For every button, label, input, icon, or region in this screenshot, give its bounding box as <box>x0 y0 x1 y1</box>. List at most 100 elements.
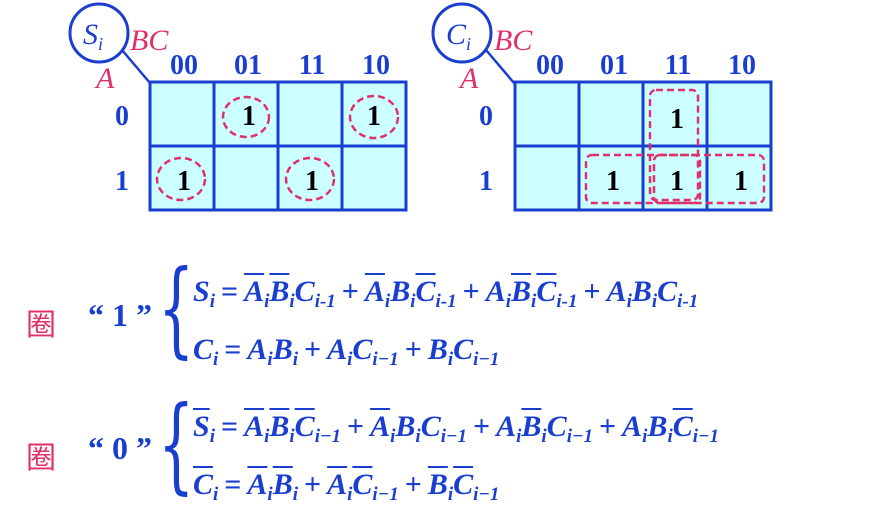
product-term: AiBiCi−1 <box>496 410 594 447</box>
variable: Ai <box>606 275 632 312</box>
plus-sign: + <box>304 468 322 501</box>
variable: Bi <box>511 275 537 312</box>
kmap-ci-loop <box>652 153 766 205</box>
variable: Ci−1 <box>352 468 399 505</box>
kmap-si-cell: 1 <box>177 166 191 197</box>
group-zeros-brace: { <box>158 383 195 505</box>
kmap-ci-loops <box>584 88 766 205</box>
kmap-si-col-label: 00 <box>170 50 198 81</box>
kmap-ci-grid <box>513 80 773 212</box>
kmap-si-row-var: A <box>94 62 115 95</box>
product-term: AiBiCi−1 <box>244 410 341 447</box>
equals-sign: = <box>220 275 239 308</box>
variable: Ci <box>193 468 219 505</box>
equals-sign: = <box>220 410 239 443</box>
kmap-ci-row-label: 1 <box>479 166 493 197</box>
kmap-ci-loop <box>584 153 702 205</box>
product-term: AiCi−1 <box>327 333 399 370</box>
variable: Bi <box>647 410 673 447</box>
variable: Ci−1 <box>453 333 500 370</box>
product-term: AiBiCi-1 <box>486 275 578 312</box>
variable: Ci-1 <box>294 275 336 312</box>
group-ones-label: 圈 <box>26 308 56 343</box>
variable: Ai <box>364 275 391 312</box>
product-term: AiBiCi−1 <box>622 410 719 447</box>
equation-si: Si = AiBiCi-1 + AiBiCi-1 + AiBiCi-1 + AiBiCi-1 <box>193 275 698 312</box>
kmap-ci-cell: 1 <box>606 166 620 197</box>
variable: Ci−1 <box>546 410 594 447</box>
variable: Ci−1 <box>453 468 500 505</box>
equation-rhs: AiBi + AiCi−1 + BiCi−1 <box>247 333 500 370</box>
product-term: BiCi−1 <box>428 468 500 505</box>
kmap-ci-col-var: BC <box>494 24 533 57</box>
variable: Ai <box>496 410 522 447</box>
variable: Ai <box>327 468 353 505</box>
variable: Ai <box>244 410 270 447</box>
variable: Ci−1 <box>352 333 399 370</box>
plus-sign: + <box>346 410 365 443</box>
kmap-si-cell: 1 <box>305 166 319 197</box>
variable: Bi <box>395 410 421 447</box>
variable: Ci-1 <box>415 275 457 312</box>
variable: Ai <box>622 410 648 447</box>
kmap-si-row-label: 1 <box>115 166 129 197</box>
equation-rhs: AiBiCi-1 + AiBiCi-1 + AiBiCi-1 + AiBiCi-1 <box>244 275 698 312</box>
kmap-si-loop <box>155 156 207 202</box>
plus-sign: + <box>304 333 322 366</box>
equals-sign: = <box>224 333 242 366</box>
kmap-ci-col-label: 01 <box>600 50 628 81</box>
kmap-si-output-label: Si <box>83 18 103 54</box>
kmap-si: Si BC A 00 01 11 10 0 1 1 <box>68 2 408 212</box>
variable: Ai <box>244 275 270 312</box>
kmap-si-output-circle <box>68 2 130 64</box>
kmap-ci: Ci BC A 00 01 11 10 0 1 1 <box>431 2 773 212</box>
variable: Ci-1 <box>536 275 578 312</box>
group-zeros-quote: “ 0 ” <box>88 430 152 466</box>
kmap-ci-cell: 1 <box>670 166 684 197</box>
variable: Bi <box>427 333 454 370</box>
kmap-ci-row-var: A <box>458 62 479 95</box>
equals-sign: = <box>224 468 242 501</box>
plus-sign: + <box>404 468 422 501</box>
equation-si-bar: Si = AiBiCi−1 + AiBiCi−1 + AiBiCi−1 + AiBiCi−1 <box>193 410 719 447</box>
kmap-si-loop <box>284 156 336 202</box>
kmap-ci-cells: 1 1 1 1 <box>606 104 748 197</box>
variable: Ai <box>370 410 396 447</box>
group-zeros-label: 圈 <box>26 441 56 476</box>
kmap-si-cells: 1 1 1 1 <box>177 101 381 197</box>
variable: Ai <box>247 468 273 505</box>
variable: Bi <box>272 333 298 370</box>
equation-ci-bar: Ci = AiBi + AiCi−1 + BiCi−1 <box>193 468 500 505</box>
plus-sign: + <box>341 275 359 308</box>
equation-lhs: Ci <box>193 468 219 505</box>
variable: Bi <box>521 410 547 447</box>
variable: Ai <box>247 333 273 370</box>
kmap-si-loop <box>221 95 271 139</box>
group-ones-quote: “ 1 ” <box>88 297 152 333</box>
kmap-si-col-var: BC <box>130 24 169 57</box>
equation-ci: Ci = AiBi + AiCi−1 + BiCi−1 <box>193 333 500 370</box>
kmap-si-grid <box>148 80 408 212</box>
product-term: AiBiCi-1 <box>244 275 336 312</box>
kmaps-svg: Si BC A 00 01 11 10 0 1 1 <box>68 2 773 212</box>
variable: Bi <box>272 468 298 505</box>
kmap-ci-col-labels: 00 01 11 10 <box>536 50 756 81</box>
variable: Si <box>193 410 215 447</box>
product-term: AiBi <box>247 333 298 370</box>
equation-lhs: Si <box>193 275 215 311</box>
plus-sign: + <box>404 333 422 366</box>
plus-sign: + <box>462 275 480 308</box>
plus-sign: + <box>599 410 617 443</box>
kmap-ci-output-circle <box>431 2 493 64</box>
kmap-ci-output-label: Ci <box>446 18 471 54</box>
kmap-si-row-label: 0 <box>115 101 129 132</box>
kmap-ci-col-label: 00 <box>536 50 564 81</box>
plus-sign: + <box>473 410 491 443</box>
kmap-si-col-label: 11 <box>299 50 325 81</box>
equation-rhs: AiBiCi−1 + AiBiCi−1 + AiBiCi−1 + AiBiCi−1 <box>244 410 719 447</box>
plus-sign: + <box>583 275 601 308</box>
product-term: AiBiCi−1 <box>370 410 467 447</box>
kmap-si-cell: 1 <box>367 101 381 132</box>
variable: Ci−1 <box>420 410 467 447</box>
kmap-si-cell: 1 <box>242 101 256 132</box>
